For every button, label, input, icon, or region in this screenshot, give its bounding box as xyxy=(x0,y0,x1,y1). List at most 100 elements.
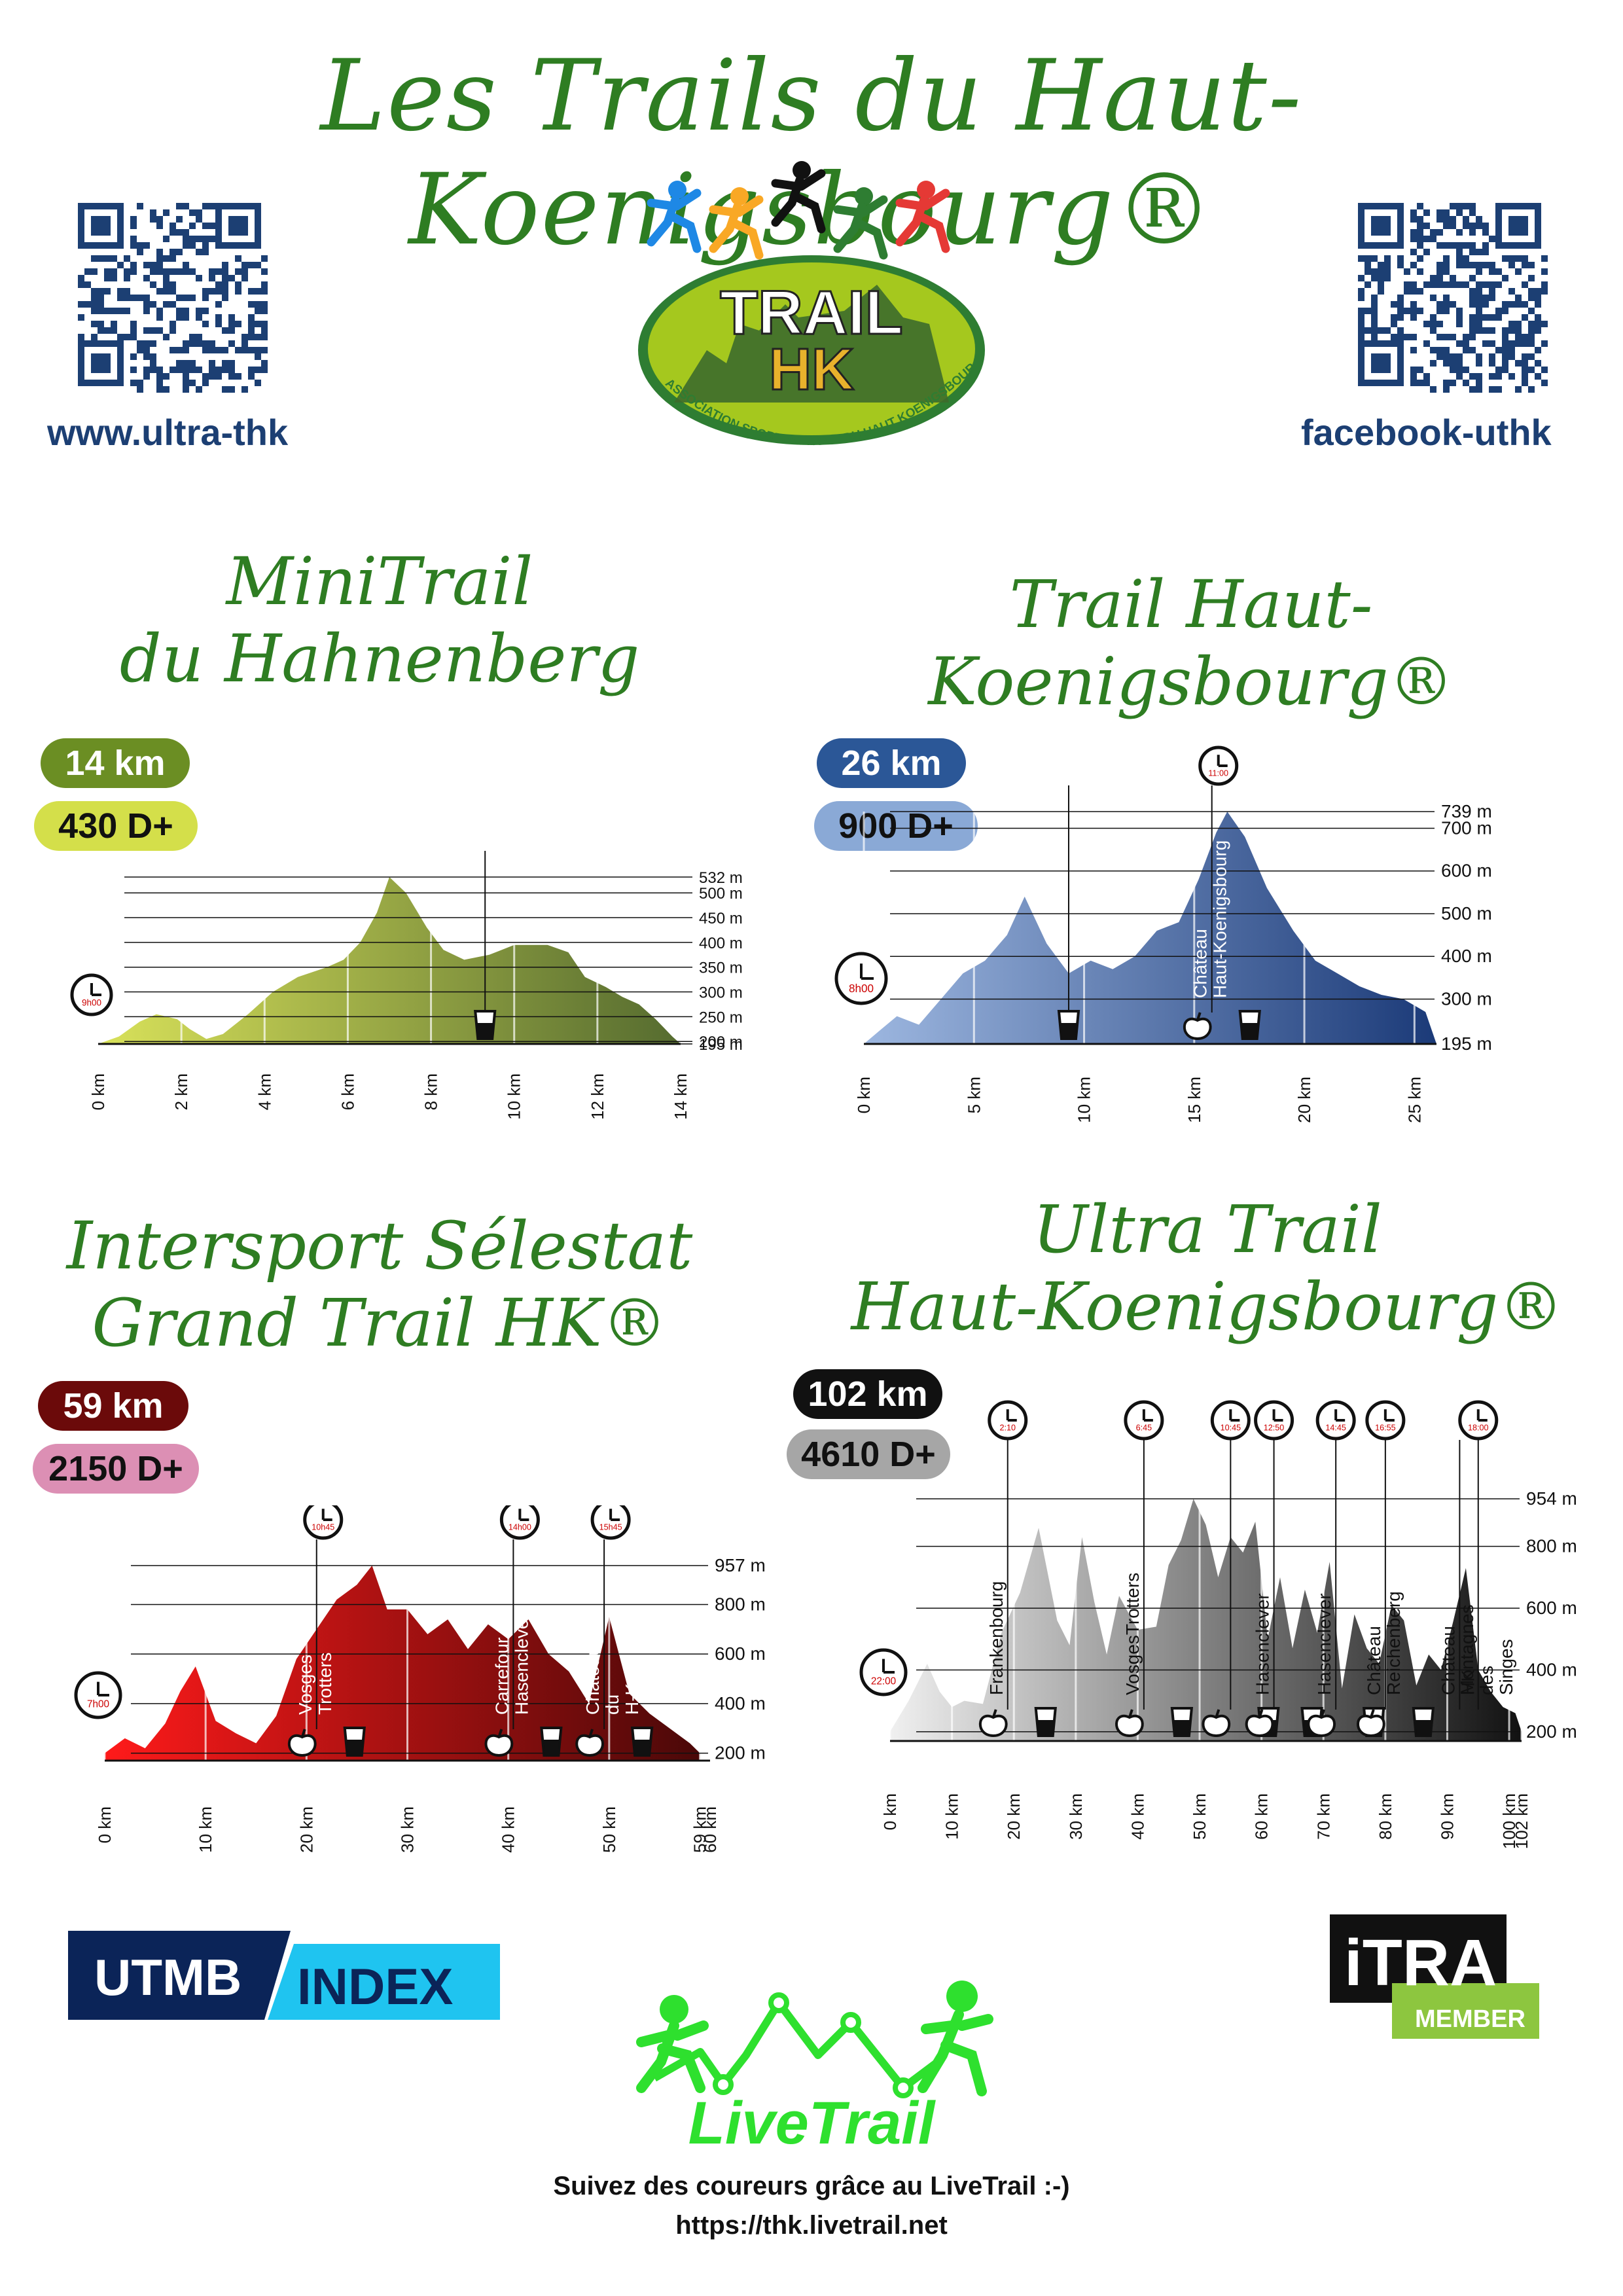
aid-station-label: Hasenclever xyxy=(511,1613,531,1715)
water-cup-icon xyxy=(474,1010,497,1040)
clock-icon: 14:45 xyxy=(1315,1400,1356,1441)
clock-icon: 6:45 xyxy=(1124,1400,1164,1441)
distance-badge: 102 km xyxy=(793,1369,942,1419)
y-tick-label: 600 m xyxy=(1526,1598,1577,1618)
qr-code-website[interactable] xyxy=(75,200,271,396)
y-tick-label: 200 m xyxy=(715,1743,766,1763)
y-tick-label: 195 m xyxy=(699,1036,743,1054)
y-tick-label: 350 m xyxy=(699,960,743,977)
y-tick-label: 200 m xyxy=(699,1033,743,1051)
x-tick-label: 2 km xyxy=(171,1073,191,1110)
aid-station-label: VosgesTrotters xyxy=(1122,1573,1143,1695)
elevation-badge: 4610 D+ xyxy=(787,1429,950,1479)
footer-url[interactable]: https://thk.livetrail.net xyxy=(675,2211,948,2240)
x-tick-label: 59 km xyxy=(690,1806,710,1853)
runner-icon xyxy=(833,187,888,260)
y-tick-label: 800 m xyxy=(715,1594,766,1614)
x-tick-label: 0 km xyxy=(880,1793,900,1830)
y-tick-label: 300 m xyxy=(699,984,743,1002)
aid-station-label: du xyxy=(602,1695,622,1715)
aid-station-marker: Vosges Trotters 10h45 xyxy=(287,1505,366,1757)
x-tick-label: 70 km xyxy=(1313,1793,1333,1840)
apple-food-icon xyxy=(287,1729,317,1757)
y-tick-label: 400 m xyxy=(1526,1659,1577,1679)
water-cup-icon xyxy=(630,1727,654,1757)
clock-icon: 7h00 xyxy=(74,1671,122,1719)
aid-station-label: Frankenbourg xyxy=(986,1581,1007,1695)
aid-station-label: Singes xyxy=(1496,1639,1516,1695)
x-tick-label: 90 km xyxy=(1437,1793,1457,1840)
x-tick-label: 30 km xyxy=(398,1806,418,1853)
clock-time-label: 8h00 xyxy=(849,982,874,995)
apple-food-icon xyxy=(575,1729,604,1757)
aid-station-marker: Château HK xyxy=(1438,1440,1478,1710)
runner-icon xyxy=(647,181,702,253)
elevation-area xyxy=(105,1566,700,1761)
clock-time-label: 22:00 xyxy=(871,1676,896,1687)
y-tick-label: 500 m xyxy=(699,885,743,903)
water-cup-icon xyxy=(1238,1010,1261,1040)
clock-icon: 14h00 xyxy=(499,1505,540,1540)
utmb-text: UTMB xyxy=(94,1948,241,2006)
clock-time-label: 16:55 xyxy=(1375,1423,1396,1432)
aid-station-label: des xyxy=(1476,1666,1497,1695)
apple-food-icon xyxy=(484,1729,514,1757)
x-tick-label: 10 km xyxy=(1075,1077,1094,1123)
y-tick-label: 739 m xyxy=(1441,801,1492,821)
apple-food-icon xyxy=(1307,1709,1336,1738)
x-tick-label: 20 km xyxy=(1004,1793,1024,1840)
clock-icon: 10h45 xyxy=(303,1505,344,1540)
x-tick-label: 60 km xyxy=(1252,1793,1272,1840)
x-tick-label: 100 km xyxy=(1499,1793,1519,1849)
aid-station-marker: VosgesTrotters 6:45 xyxy=(1115,1400,1194,1738)
clock-time-label: 14:45 xyxy=(1325,1423,1346,1432)
aid-station-marker: Château Reichenberg 16:55 xyxy=(1357,1400,1435,1738)
clock-time-label: 11:00 xyxy=(1208,768,1228,778)
elevation-badge: 900 D+ xyxy=(814,801,978,851)
aid-station-label: Hasenclever xyxy=(1253,1593,1273,1695)
x-tick-label: 20 km xyxy=(296,1806,316,1853)
logo-text-trail: TRAIL xyxy=(720,278,903,348)
x-tick-label: 10 km xyxy=(505,1073,524,1120)
y-tick-label: 250 m xyxy=(699,1009,743,1026)
aid-station-marker xyxy=(474,851,497,1040)
qr-code-facebook[interactable] xyxy=(1355,200,1551,396)
website-link[interactable]: www.ultra-thk xyxy=(47,412,289,453)
x-tick-label: 60 km xyxy=(700,1806,720,1853)
footer-text: Suivez des coureurs grâce au LiveTrail :… xyxy=(553,2172,1070,2200)
y-tick-label: 600 m xyxy=(1441,861,1492,881)
itra-member-logo: iTRA MEMBER xyxy=(1330,1914,1539,2039)
aid-station-label: Hasenclever xyxy=(1314,1593,1334,1695)
clock-time-label: 9h00 xyxy=(82,998,101,1008)
aid-station-label: Château xyxy=(1190,929,1211,998)
race-title-minitrail: MiniTrail du Hahnenberg xyxy=(79,543,681,698)
runner-icon xyxy=(895,181,950,253)
distance-badge: 14 km xyxy=(41,738,190,788)
y-tick-label: 400 m xyxy=(1441,946,1492,966)
aid-station-label: HK xyxy=(1457,1670,1478,1695)
facebook-link[interactable]: facebook-uthk xyxy=(1301,412,1552,453)
y-tick-label: 400 m xyxy=(715,1693,766,1713)
clock-icon: 9h00 xyxy=(70,973,113,1016)
y-tick-label: 532 m xyxy=(699,869,743,887)
livetrail-logo: LiveTrail xyxy=(636,1981,993,2153)
aid-station-marker: Château Haut-Koenigsbourg 11:00 xyxy=(1183,745,1261,1041)
water-cup-icon xyxy=(1057,1010,1080,1040)
runner-icon xyxy=(709,187,764,260)
elevation-badge: 430 D+ xyxy=(34,801,198,851)
race-title-line: Intersport Sélestat xyxy=(66,1208,693,1284)
x-tick-label: 50 km xyxy=(1190,1793,1209,1840)
x-tick-label: 15 km xyxy=(1185,1077,1204,1123)
elevation-profile-ultra: 0 km 10 km 20 km 30 km 40 km 50 km 60 km 70 km 8… xyxy=(859,1400,1577,1849)
x-tick-label: 20 km xyxy=(1294,1077,1314,1123)
x-tick-label: 0 km xyxy=(95,1806,115,1843)
y-tick-label: 195 m xyxy=(1441,1033,1492,1054)
y-tick-label: 450 m xyxy=(699,910,743,927)
y-tick-label: 400 m xyxy=(699,935,743,952)
logo-text-hk: HK xyxy=(769,337,854,403)
aid-station-marker: Carrefour Hasenclever 14h00 xyxy=(484,1505,563,1757)
clock-icon: 2:10 xyxy=(988,1400,1028,1441)
clock-icon: 12:50 xyxy=(1254,1400,1294,1441)
